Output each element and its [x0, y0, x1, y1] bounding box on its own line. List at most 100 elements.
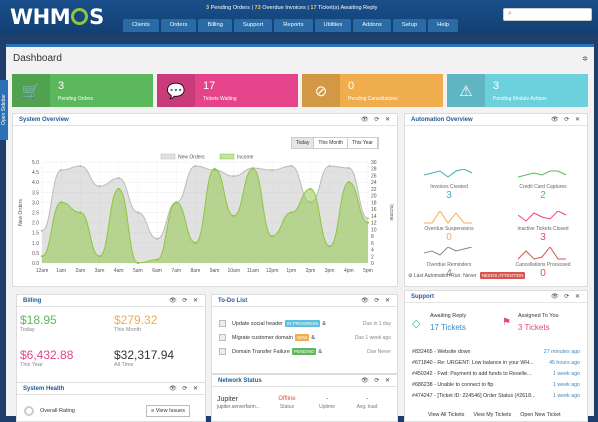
view-issues-button[interactable]: ≡ View Issues [146, 405, 190, 417]
todo-item[interactable]: Update social header IN PROGRESS & Due in 1… [219, 320, 391, 327]
stat-value: 3 [58, 80, 65, 92]
nav-item-billing[interactable]: Billing [198, 19, 232, 32]
label: Today [20, 327, 35, 333]
stat-card[interactable]: ⚠ 3 Pending Module Actions [447, 74, 588, 107]
automation-stat: Overdue Suspensions 0 [414, 210, 484, 243]
server-host: jupiter.serverfarm... [217, 404, 260, 410]
point [60, 201, 63, 204]
tickets-count[interactable]: 17 [310, 5, 317, 11]
nav-item-utilities[interactable]: Utilities [314, 19, 352, 32]
support-link-view-all-tickets[interactable]: View All Tickets [428, 412, 465, 418]
point [232, 175, 235, 178]
y2-tick-label: 0 [371, 261, 374, 267]
logo[interactable]: WHM S [10, 5, 104, 29]
panel-tools[interactable]: 👁 ⟳ ✕ [360, 117, 392, 123]
todo-due: Due Never [367, 348, 391, 355]
alerts-bar: 3 Pending Orders | 73 Overdue Invoices |… [206, 5, 377, 11]
sep: | [307, 5, 309, 11]
stat-card[interactable]: 💬 17 Tickets Waiting [157, 74, 298, 107]
pending-orders-link[interactable]: Pending Orders [210, 5, 250, 11]
y-tick-label: 1.0 [32, 241, 39, 247]
ticket-row[interactable]: #671840 - Re: URGENT: Low balance in you… [412, 360, 580, 366]
avg-load: - [366, 396, 368, 402]
nav-item-reports[interactable]: Reports [274, 19, 313, 32]
ticket-row[interactable]: #686238 - Unable to connect to ftp 1 week… [412, 382, 580, 388]
search-input[interactable]: ⌕ [503, 8, 592, 21]
point [155, 237, 159, 240]
y-tick-label: 4.5 [32, 170, 39, 176]
ticket-row[interactable]: #832465 - Website down 27 minutes ago [412, 349, 580, 355]
ticket-row[interactable]: #474247 - [Ticket ID: 224546] Order Stat… [412, 393, 580, 399]
pending-orders-count[interactable]: 3 [206, 5, 210, 11]
range-this-month[interactable]: This Month [314, 138, 349, 148]
todo-checkbox[interactable] [219, 334, 226, 341]
billing-month: $279.32 This Month [114, 313, 157, 333]
ticket-row[interactable]: #450342 - Fwd: Payment to add funds to R… [412, 371, 580, 377]
ticket-title[interactable]: #450342 - Fwd: Payment to add funds to R… [412, 371, 532, 377]
panel-tools[interactable]: 👁 ⟳ ✕ [550, 117, 582, 123]
nav-item-help[interactable]: Help [428, 19, 458, 32]
ticket-title[interactable]: #474247 - [Ticket ID: 224546] Order Stat… [412, 393, 536, 399]
legend-swatch [219, 153, 235, 160]
support-link-open-new-ticket[interactable]: Open New Ticket [520, 412, 561, 418]
y-axis-label: New Orders [18, 199, 24, 226]
nav-item-setup[interactable]: Setup [392, 19, 427, 32]
uptime: - [326, 396, 328, 402]
support-link-view-my-tickets[interactable]: View My Tickets [473, 412, 512, 418]
warning-icon: ⚠ [447, 74, 485, 107]
action-icon[interactable]: & [318, 348, 322, 355]
sparkline [517, 170, 567, 178]
y-tick-label: 3.5 [32, 190, 39, 196]
ticket-title[interactable]: #671840 - Re: URGENT: Low balance in you… [412, 360, 534, 366]
chat-icon: 💬 [157, 74, 195, 107]
awaiting-label: Awaiting Reply [430, 313, 467, 319]
x-tick-label: 2pm [306, 268, 316, 274]
x-tick-label: 4pm [344, 268, 354, 274]
overdue-count[interactable]: 73 [254, 5, 261, 11]
range-this-year[interactable]: This Year [348, 138, 378, 148]
y-tick-label: 0.0 [32, 261, 39, 267]
stat-card[interactable]: ⊘ 0 Pending Cancellations [302, 74, 443, 107]
x-tick-label: 6am [152, 268, 162, 274]
panel-tools[interactable]: 👁 ⟳ ✕ [168, 298, 200, 304]
nav-item-orders[interactable]: Orders [160, 19, 197, 32]
nav-item-clients[interactable]: Clients [123, 19, 159, 32]
awaiting-count[interactable]: 17 Tickets [430, 323, 467, 332]
x-tick-label: 7am [171, 268, 181, 274]
todo-checkbox[interactable] [219, 320, 226, 327]
x-tick-label: 3pm [325, 268, 335, 274]
todo-item[interactable]: Domain Transfer Failure PENDING & Due Never [219, 348, 391, 355]
x-tick-label: 12am [36, 268, 49, 274]
nav-item-addons[interactable]: Addons [353, 19, 391, 32]
panel-tools[interactable]: 👁 ⟳ ✕ [360, 298, 392, 304]
sparkline [423, 246, 473, 256]
value: $18.95 [20, 313, 57, 327]
x-tick-label: 10am [228, 268, 241, 274]
automation-value: 4 [446, 268, 452, 279]
assigned-count[interactable]: 3 Tickets [518, 323, 550, 332]
action-icon[interactable]: & [322, 320, 326, 327]
nav-item-support[interactable]: Support [233, 19, 273, 32]
automation-label: Overdue Suspensions [424, 226, 474, 232]
range-today[interactable]: Today [292, 138, 315, 148]
overdue-link[interactable]: Overdue Invoices [262, 5, 306, 11]
panel-tools[interactable]: 👁 ⟳ ✕ [168, 386, 200, 392]
gear-icon[interactable]: ✲ [582, 56, 588, 63]
panel-tools[interactable]: 👁 ⟳ ✕ [550, 294, 582, 300]
ticket-title[interactable]: #686238 - Unable to connect to ftp [412, 382, 494, 388]
value: $6,432.88 [20, 348, 74, 362]
y2-tick-label: 8 [371, 234, 374, 240]
ticket-time: 45 hours ago [549, 360, 580, 366]
tickets-link[interactable]: Ticket(s) Awaiting Reply [318, 5, 378, 11]
point [79, 164, 82, 168]
ticket-title[interactable]: #832465 - Website down [412, 349, 471, 355]
point [136, 211, 139, 214]
open-sidebar-tab[interactable]: Open Sidebar [0, 80, 8, 140]
todo-item[interactable]: Migrate customer domain NEW & Due 1 week ag… [219, 334, 391, 341]
y2-tick-label: 20 [371, 194, 377, 200]
stat-card[interactable]: 🛒 3 Pending Orders [12, 74, 153, 107]
todo-checkbox[interactable] [219, 348, 226, 355]
action-icon[interactable]: & [311, 334, 315, 341]
legend-label: New Orders [178, 155, 205, 161]
panel-tools[interactable]: 👁 ⟳ ✕ [360, 378, 392, 384]
